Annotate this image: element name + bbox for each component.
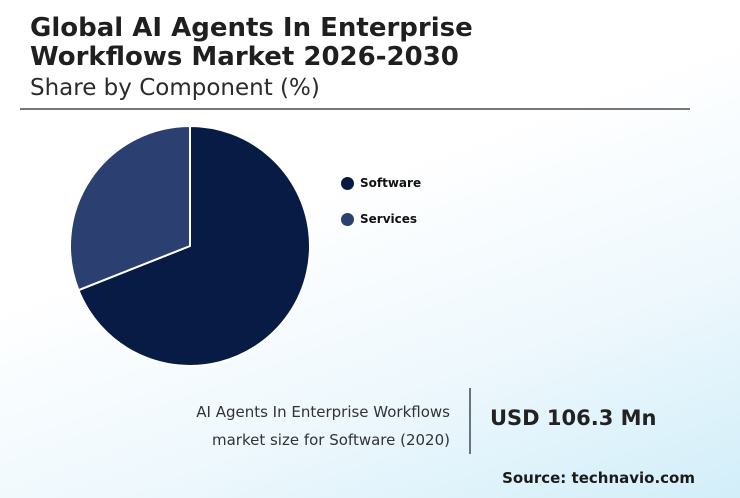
legend-label-services: Services [360,212,418,226]
legend-swatch-services [341,212,354,226]
market-size-caption-line1: AI Agents In Enterprise Workflows [196,403,450,421]
legend-item-services: Services [341,211,421,227]
header-divider [20,108,690,110]
page-title: Global AI Agents In Enterprise Workflows… [30,13,473,72]
legend-label-software: Software [360,176,422,190]
market-size-caption-line2: market size for Software (2020) [211,431,450,449]
legend-swatch-software [341,176,354,190]
legend-item-software: Software [341,175,421,191]
pie-slice-software [77,125,311,367]
chart-legend: Software Services [341,175,421,247]
market-size-caption: AI Agents In Enterprise Workflows market… [196,398,450,454]
pie-slice-services [69,125,191,292]
chart-subtitle: Share by Component (%) [30,75,320,101]
market-size-value: USD 106.3 Mn [490,406,657,430]
stat-divider [469,388,471,454]
source-credit: Source: technavio.com [502,469,695,487]
pie-chart [69,125,311,367]
